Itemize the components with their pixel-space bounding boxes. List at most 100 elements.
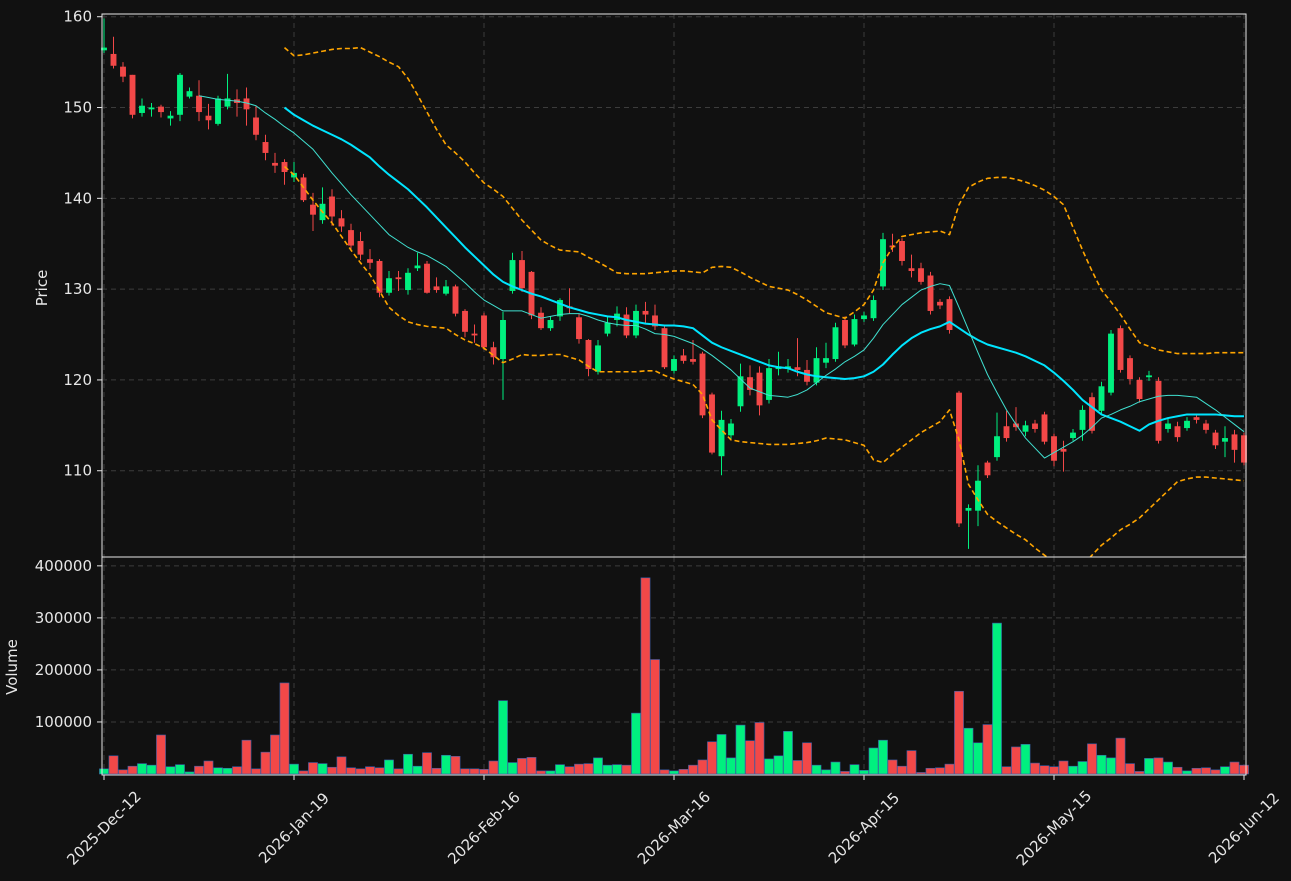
y-tick-label: 140 xyxy=(63,189,92,207)
candle-body xyxy=(452,286,459,314)
volume-bar xyxy=(1077,761,1088,775)
volume-bar xyxy=(944,763,955,775)
volume-bar xyxy=(327,766,337,775)
volume-bar xyxy=(716,734,727,775)
candle-body xyxy=(1032,423,1038,429)
candle-body xyxy=(224,98,231,107)
volume-bar xyxy=(545,770,556,775)
candle-body xyxy=(832,327,839,360)
candle-body xyxy=(699,353,706,416)
volume-bar xyxy=(1210,769,1221,775)
volume-bar xyxy=(963,727,974,775)
volume-bar xyxy=(745,740,755,775)
volume-bar xyxy=(507,762,518,775)
candle-body xyxy=(747,377,753,390)
volume-bar xyxy=(460,768,470,775)
volume-bar xyxy=(878,739,888,775)
candle-body xyxy=(205,115,212,121)
volume-bar xyxy=(830,761,841,775)
volume-bar xyxy=(783,731,793,775)
volume-bar xyxy=(1220,766,1230,775)
candle-body xyxy=(1184,420,1190,429)
volume-bar xyxy=(773,755,784,775)
volume-bar xyxy=(897,765,907,775)
volume-bar xyxy=(422,752,432,775)
candle-body xyxy=(186,91,193,97)
volume-bar xyxy=(232,766,242,775)
volume-bar xyxy=(1163,761,1173,775)
grid-layer xyxy=(102,14,1246,774)
volume-bar xyxy=(146,764,157,775)
candle-body xyxy=(1174,426,1181,438)
candle-body xyxy=(148,107,155,110)
candle-body xyxy=(851,319,858,345)
candle-body xyxy=(576,317,582,340)
candle-body xyxy=(462,310,468,332)
candle-body xyxy=(120,66,126,77)
volume-bar xyxy=(355,768,366,775)
volume-bar xyxy=(441,754,451,775)
candle-body xyxy=(861,315,867,320)
y-tick-label: 120 xyxy=(63,371,92,389)
candle-body xyxy=(376,260,383,293)
candle-body xyxy=(129,74,136,115)
volume-bar xyxy=(469,768,480,775)
candle-body xyxy=(633,310,639,336)
candle-body xyxy=(177,74,183,115)
volume-bar xyxy=(127,765,138,775)
volume-bar xyxy=(678,769,689,775)
candle-body xyxy=(671,359,677,371)
volume-bar xyxy=(688,764,698,775)
volume-bar xyxy=(156,734,166,775)
volume-bar xyxy=(184,771,195,775)
volume-bar xyxy=(1058,760,1069,775)
volume-bar xyxy=(640,577,651,775)
candle-body xyxy=(357,241,364,255)
volume-bar xyxy=(1191,767,1202,775)
candle-body xyxy=(262,142,269,153)
volume-bar xyxy=(260,751,271,775)
volume-bar xyxy=(1106,757,1116,775)
candle-body xyxy=(348,230,354,246)
volume-bar xyxy=(279,682,290,775)
volume-bar xyxy=(925,767,936,775)
volume-bar xyxy=(849,764,860,775)
y-tick-label: 100000 xyxy=(35,713,92,731)
candle-body xyxy=(557,300,563,317)
volume-bar xyxy=(488,760,499,775)
candle-body xyxy=(813,358,820,383)
candle-body xyxy=(405,272,411,291)
candle-body xyxy=(956,392,962,524)
volume-bar xyxy=(564,766,575,775)
volume-bar xyxy=(821,769,831,775)
volume-bar xyxy=(583,763,594,775)
candle-body xyxy=(1051,436,1057,461)
volume-bar xyxy=(412,765,423,775)
candle-body xyxy=(766,368,772,400)
candle-body xyxy=(490,347,497,358)
candle-body xyxy=(1212,432,1219,446)
candle-body xyxy=(709,394,715,453)
volume-bar xyxy=(1087,743,1097,775)
candle-body xyxy=(756,372,763,406)
y-tick-label: 150 xyxy=(63,99,92,117)
candle-body xyxy=(842,320,848,346)
candle-body xyxy=(652,315,658,327)
candle-body xyxy=(509,260,516,291)
price-axis-label: Price xyxy=(33,270,51,307)
candle-body xyxy=(500,320,506,360)
candle-body xyxy=(272,162,278,166)
volume-bar xyxy=(213,767,223,775)
volume-bar xyxy=(517,758,527,775)
lines-layer xyxy=(198,46,1245,557)
volume-bar xyxy=(754,722,765,775)
volume-bar xyxy=(289,763,299,775)
volume-bar xyxy=(1229,761,1240,775)
volume-bar xyxy=(222,767,233,775)
volume-bar xyxy=(431,767,442,775)
volume-bar xyxy=(1134,771,1145,775)
candle-body xyxy=(1193,417,1200,420)
candle-body xyxy=(386,278,392,293)
candle-body xyxy=(1041,414,1048,442)
candle-body xyxy=(661,328,668,368)
